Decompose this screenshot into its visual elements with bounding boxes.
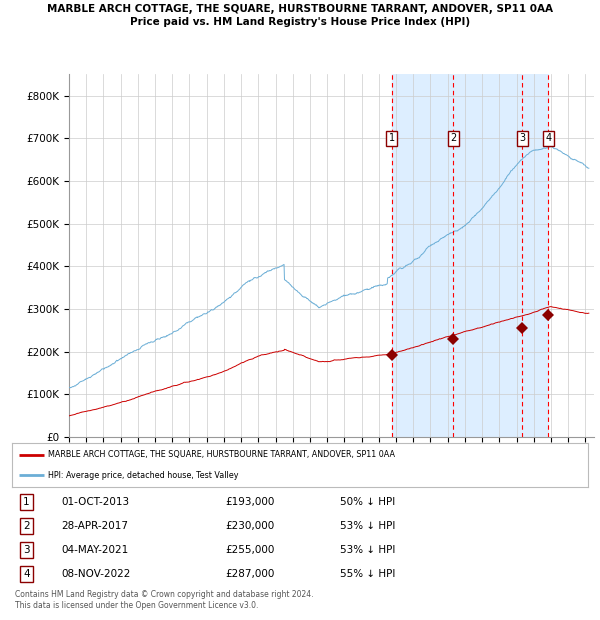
Text: 08-NOV-2022: 08-NOV-2022: [61, 569, 130, 579]
Text: £193,000: £193,000: [225, 497, 274, 507]
Text: MARBLE ARCH COTTAGE, THE SQUARE, HURSTBOURNE TARRANT, ANDOVER, SP11 0AA: MARBLE ARCH COTTAGE, THE SQUARE, HURSTBO…: [48, 450, 395, 459]
Text: £287,000: £287,000: [225, 569, 274, 579]
Text: 50% ↓ HPI: 50% ↓ HPI: [340, 497, 395, 507]
Text: 1: 1: [23, 497, 30, 507]
Text: Contains HM Land Registry data © Crown copyright and database right 2024.
This d: Contains HM Land Registry data © Crown c…: [15, 590, 314, 609]
Text: 28-APR-2017: 28-APR-2017: [61, 521, 128, 531]
Text: 53% ↓ HPI: 53% ↓ HPI: [340, 545, 395, 555]
Text: 4: 4: [545, 133, 551, 143]
Text: 3: 3: [23, 545, 30, 555]
Text: £255,000: £255,000: [225, 545, 274, 555]
Text: £230,000: £230,000: [225, 521, 274, 531]
Text: 3: 3: [520, 133, 526, 143]
Text: 2: 2: [450, 133, 457, 143]
Text: 2: 2: [23, 521, 30, 531]
Text: 1: 1: [389, 133, 395, 143]
Text: HPI: Average price, detached house, Test Valley: HPI: Average price, detached house, Test…: [48, 471, 239, 480]
Text: 01-OCT-2013: 01-OCT-2013: [61, 497, 129, 507]
Bar: [392, 74, 548, 437]
Text: Price paid vs. HM Land Registry's House Price Index (HPI): Price paid vs. HM Land Registry's House …: [130, 17, 470, 27]
Text: 04-MAY-2021: 04-MAY-2021: [61, 545, 128, 555]
Text: MARBLE ARCH COTTAGE, THE SQUARE, HURSTBOURNE TARRANT, ANDOVER, SP11 0AA: MARBLE ARCH COTTAGE, THE SQUARE, HURSTBO…: [47, 4, 553, 14]
Text: 55% ↓ HPI: 55% ↓ HPI: [340, 569, 395, 579]
Text: 53% ↓ HPI: 53% ↓ HPI: [340, 521, 395, 531]
Text: 4: 4: [23, 569, 30, 579]
